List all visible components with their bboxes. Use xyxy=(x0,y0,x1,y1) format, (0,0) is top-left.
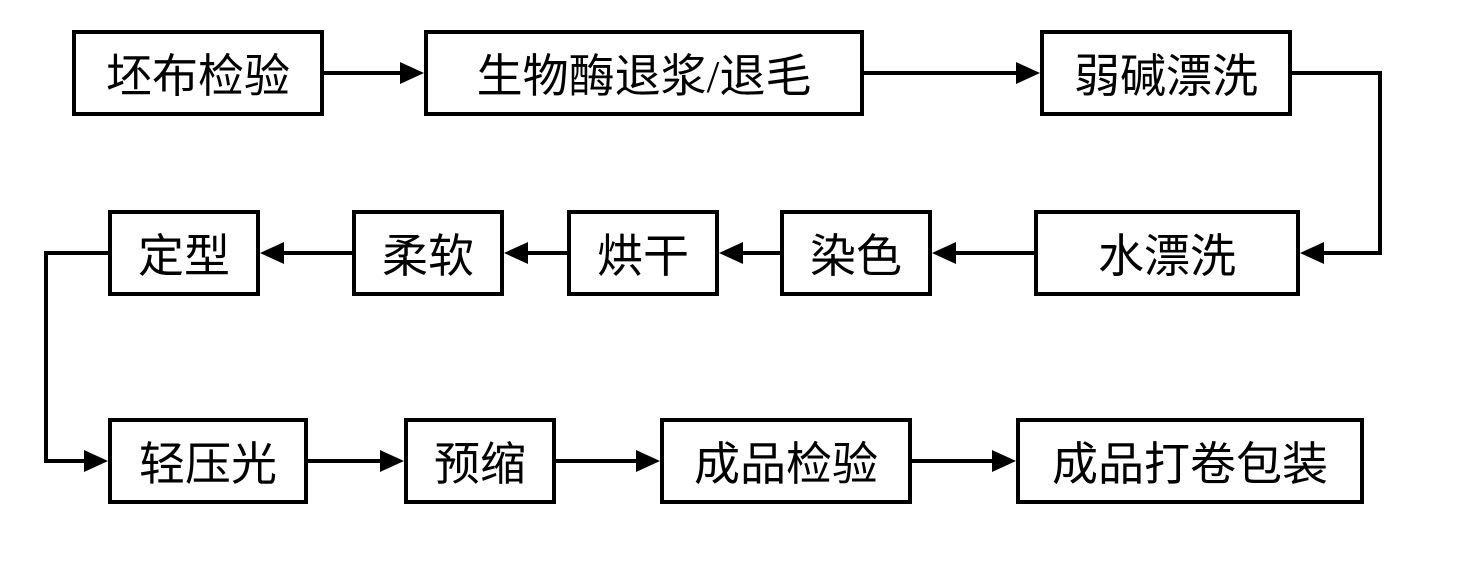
edge-n3-n4 xyxy=(1292,73,1380,253)
flow-node-label: 染色 xyxy=(810,220,902,286)
flow-node-n8: 定型 xyxy=(108,210,260,296)
flow-node-label: 预缩 xyxy=(434,428,526,494)
flow-node-n12: 成品打卷包装 xyxy=(1016,418,1364,504)
arrowhead-n6-n7 xyxy=(504,242,528,264)
arrowhead-n7-n8 xyxy=(260,242,284,264)
flow-node-label: 水漂洗 xyxy=(1098,220,1236,286)
flow-node-label: 定型 xyxy=(138,220,230,286)
flow-node-n11: 成品检验 xyxy=(660,418,912,504)
flow-node-label: 成品检验 xyxy=(694,428,878,494)
flow-node-label: 弱碱漂洗 xyxy=(1074,40,1258,106)
flow-node-label: 柔软 xyxy=(382,220,474,286)
arrowhead-n8-n9 xyxy=(84,450,108,472)
flow-node-n9: 轻压光 xyxy=(108,418,308,504)
flow-node-n5: 染色 xyxy=(780,210,932,296)
flow-node-label: 坯布检验 xyxy=(106,40,290,106)
flow-node-label: 生物酶退浆/退毛 xyxy=(477,40,812,106)
arrowhead-n9-n10 xyxy=(380,450,404,472)
flow-node-n7: 柔软 xyxy=(352,210,504,296)
flow-node-label: 轻压光 xyxy=(139,428,277,494)
arrowhead-n4-n5 xyxy=(932,242,956,264)
flowchart-canvas: 坯布检验 生物酶退浆/退毛 弱碱漂洗水漂洗 染色 烘干 柔软 定型轻压光 预缩 成品检验 成品打卷… xyxy=(0,0,1470,564)
arrowhead-n5-n6 xyxy=(719,242,743,264)
flow-node-n10: 预缩 xyxy=(404,418,556,504)
flow-node-n4: 水漂洗 xyxy=(1034,210,1300,296)
flow-node-n3: 弱碱漂洗 xyxy=(1040,30,1292,116)
flow-node-n1: 坯布检验 xyxy=(72,30,324,116)
flow-node-n6: 烘干 xyxy=(567,210,719,296)
edge-n8-n9 xyxy=(46,253,108,461)
arrowhead-n3-n4 xyxy=(1300,242,1324,264)
flow-node-label: 成品打卷包装 xyxy=(1052,428,1328,494)
arrowhead-n10-n11 xyxy=(636,450,660,472)
arrowhead-n11-n12 xyxy=(992,450,1016,472)
flow-node-label: 烘干 xyxy=(597,220,689,286)
arrowhead-n1-n2 xyxy=(400,62,424,84)
flow-node-n2: 生物酶退浆/退毛 xyxy=(424,30,864,116)
arrowhead-n2-n3 xyxy=(1016,62,1040,84)
